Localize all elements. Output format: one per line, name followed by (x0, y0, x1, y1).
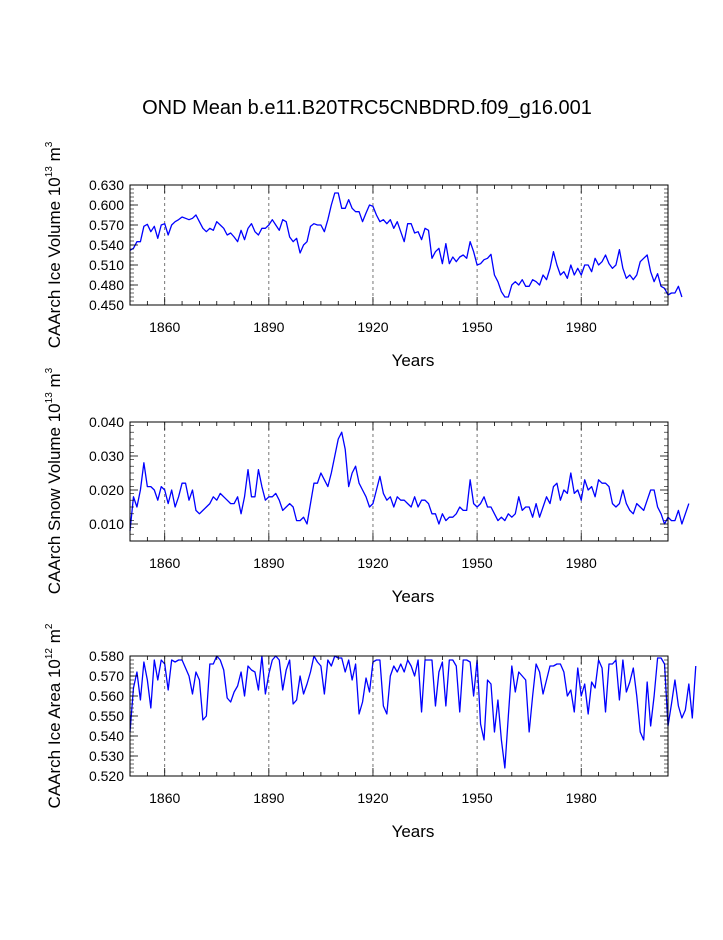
y-axis-label: CAArch Ice Area 1012 m2 (44, 623, 64, 808)
snow-volume-panel: 1860 1890 1920 1950 1980 0.010 0.020 0.030 0.040… (44, 367, 690, 606)
x-tick-label: 1860 (149, 790, 180, 806)
y-tick-label: 0.570 (89, 668, 124, 684)
x-tick-label: 1890 (253, 319, 284, 335)
y-axis-label-prefix: CAArch Snow Volume 10 (45, 403, 64, 594)
ice-area-panel: 1860 1890 1920 1950 1980 0.520 0.530 0.540 0.550… (44, 623, 697, 841)
x-axis-label: Years (392, 822, 435, 841)
series-line (129, 655, 697, 769)
plot-frame (129, 421, 669, 542)
y-tick-label: 0.030 (89, 448, 124, 464)
y-tick-label: 0.530 (89, 748, 124, 764)
plot-frame (129, 184, 669, 306)
x-tick-label: 1980 (566, 319, 597, 335)
y-tick-label: 0.580 (89, 648, 124, 664)
y-axis-label-unit: m (45, 147, 64, 166)
x-tick-label: 1920 (357, 555, 388, 571)
x-tick-label: 1890 (253, 790, 284, 806)
y-tick-label: 0.510 (89, 257, 124, 273)
y-axis-label-unit: m (45, 373, 64, 392)
x-tick-label: 1950 (462, 555, 493, 571)
y-tick-label: 0.020 (89, 482, 124, 498)
x-axis-label: Years (392, 351, 435, 370)
y-axis-label-unit-exp: 2 (44, 623, 55, 629)
chart-title: OND Mean b.e11.B20TRC5CNBDRD.f09_g16.001 (142, 97, 592, 119)
ice-volume-panel: 1860 1890 1920 1950 1980 0.450 0.480 0.510 0.540… (44, 141, 683, 370)
x-tick-label: 1950 (462, 790, 493, 806)
series-line (129, 192, 683, 298)
y-tick-label: 0.450 (89, 297, 124, 313)
y-tick-label: 0.010 (89, 516, 124, 532)
y-axis-label: CAArch Snow Volume 1013 m3 (44, 367, 64, 594)
x-tick-label: 1860 (149, 555, 180, 571)
y-axis-label-unit-exp: 3 (44, 141, 55, 147)
y-axis-label-exp: 13 (44, 392, 55, 404)
y-tick-label: 0.600 (89, 197, 124, 213)
y-tick-label: 0.520 (89, 768, 124, 784)
y-axis-label: CAArch Ice Volume 1013 m3 (44, 141, 64, 348)
y-tick-label: 0.630 (89, 177, 124, 193)
y-axis-label-exp: 13 (44, 166, 55, 178)
y-axis-label-prefix: CAArch Ice Area 10 (45, 659, 64, 808)
y-axis-label-unit: m (45, 629, 64, 648)
y-axis-label-unit-exp: 3 (44, 367, 55, 373)
y-tick-label: 0.560 (89, 688, 124, 704)
x-tick-label: 1950 (462, 319, 493, 335)
y-axis-label-prefix: CAArch Ice Volume 10 (45, 177, 64, 348)
x-tick-label: 1980 (566, 790, 597, 806)
x-axis-label: Years (392, 587, 435, 606)
y-axis-label-exp: 12 (44, 648, 55, 660)
y-tick-label: 0.570 (89, 217, 124, 233)
series-line (129, 431, 690, 531)
y-tick-label: 0.540 (89, 728, 124, 744)
y-tick-label: 0.550 (89, 708, 124, 724)
x-tick-label: 1980 (566, 555, 597, 571)
y-tick-label: 0.480 (89, 277, 124, 293)
x-tick-label: 1890 (253, 555, 284, 571)
x-tick-label: 1920 (357, 319, 388, 335)
x-tick-label: 1860 (149, 319, 180, 335)
x-tick-label: 1920 (357, 790, 388, 806)
y-tick-label: 0.040 (89, 414, 124, 430)
plot-frame (129, 655, 669, 777)
y-tick-label: 0.540 (89, 237, 124, 253)
